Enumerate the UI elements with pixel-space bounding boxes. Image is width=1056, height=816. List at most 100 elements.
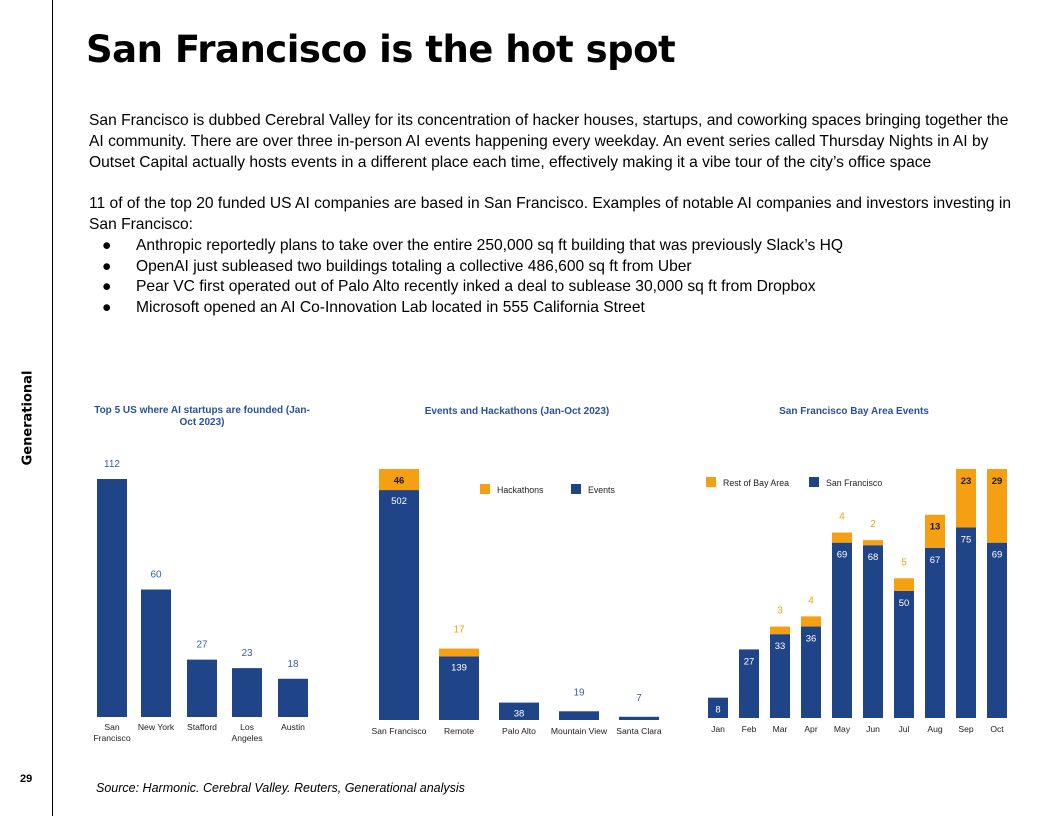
bar-sf bbox=[863, 545, 883, 718]
data-label: 33 bbox=[775, 641, 786, 652]
bar-bay-area bbox=[956, 469, 976, 528]
bar-sf bbox=[987, 542, 1007, 718]
data-label: 8 bbox=[715, 705, 720, 716]
tick-label: San bbox=[104, 722, 120, 732]
data-label: 4 bbox=[808, 595, 814, 606]
bar-bay-area bbox=[801, 616, 821, 627]
bullet-icon: ● bbox=[102, 236, 112, 254]
bar-events bbox=[379, 490, 419, 720]
list-item: ● Anthropic reportedly plans to take over… bbox=[89, 236, 1019, 257]
tick-label: Santa Clara bbox=[616, 726, 662, 736]
data-label: 29 bbox=[992, 476, 1003, 487]
bullet-icon: ● bbox=[102, 299, 112, 317]
data-label: 2 bbox=[870, 519, 876, 530]
data-label: 23 bbox=[241, 648, 253, 659]
chart-title: San Francisco Bay Area Events bbox=[779, 406, 929, 417]
data-label: 5 bbox=[901, 557, 907, 568]
legend-swatch bbox=[706, 477, 716, 487]
data-label: 112 bbox=[104, 459, 120, 470]
list-item-text: Microsoft opened an AI Co-Innovation Lab… bbox=[136, 299, 645, 317]
page-number: 29 bbox=[20, 773, 33, 785]
tick-label: Los bbox=[240, 722, 254, 732]
list-item-text: Anthropic reportedly plans to take over … bbox=[136, 236, 844, 254]
tick-label: Remote bbox=[444, 726, 474, 736]
legend-swatch bbox=[571, 484, 581, 494]
data-label: 36 bbox=[806, 634, 817, 645]
data-label: 13 bbox=[930, 522, 941, 533]
data-label: 69 bbox=[837, 550, 848, 561]
tick-label: Palo Alto bbox=[502, 726, 536, 736]
bar-sf bbox=[708, 697, 728, 718]
data-label: 50 bbox=[899, 598, 910, 609]
bar-events bbox=[439, 656, 479, 720]
bar-sf bbox=[925, 547, 945, 718]
data-label: 67 bbox=[930, 555, 941, 566]
data-label: 69 bbox=[992, 550, 1003, 561]
bar-bay-area bbox=[987, 469, 1007, 543]
sidebar-divider bbox=[52, 0, 53, 816]
tick-label: May bbox=[834, 724, 851, 734]
bar-bay-area bbox=[894, 578, 914, 591]
data-label: 19 bbox=[573, 687, 585, 698]
tick-label: San Francisco bbox=[372, 726, 427, 736]
body-text: San Francisco is dubbed Cerebral Valley … bbox=[89, 111, 1019, 319]
legend-swatch bbox=[809, 477, 819, 487]
data-label: 38 bbox=[514, 709, 525, 720]
legend-label: Rest of Bay Area bbox=[723, 478, 789, 488]
examples-list: ● Anthropic reportedly plans to take over… bbox=[89, 236, 1019, 319]
list-item: ● OpenAI just subleased two buildings tot… bbox=[89, 257, 1019, 278]
list-item-text: Pear VC first operated out of Palo Alto … bbox=[136, 278, 816, 296]
tick-label: Angeles bbox=[231, 733, 262, 743]
source-note: Source: Harmonic. Cerebral Valley. Reute… bbox=[96, 781, 465, 795]
data-label: 502 bbox=[391, 496, 407, 507]
data-label: 139 bbox=[451, 662, 467, 673]
data-label: 68 bbox=[868, 552, 879, 563]
data-label: 27 bbox=[744, 656, 755, 667]
bullet-icon: ● bbox=[102, 278, 112, 296]
tick-label: Austin bbox=[281, 722, 305, 732]
data-label: 60 bbox=[150, 570, 162, 581]
list-item: ● Pear VC first operated out of Palo Alto… bbox=[89, 277, 1019, 298]
data-label: 3 bbox=[777, 606, 783, 617]
tick-label: Feb bbox=[742, 724, 757, 734]
intro-paragraph: San Francisco is dubbed Cerebral Valley … bbox=[89, 112, 1009, 171]
page-title: San Francisco is the hot spot bbox=[86, 28, 676, 71]
legend-label: Hackathons bbox=[497, 485, 544, 495]
bar-bay-area bbox=[863, 540, 883, 546]
bar-bay-area bbox=[770, 626, 790, 635]
bar-bay-area bbox=[832, 532, 852, 543]
data-label: 18 bbox=[287, 659, 299, 670]
legend-label: Events bbox=[588, 485, 615, 495]
bar-events bbox=[559, 711, 599, 720]
bar bbox=[97, 479, 127, 717]
tick-label: Mar bbox=[773, 724, 788, 734]
data-label: 27 bbox=[196, 640, 208, 651]
bar-bay-area bbox=[925, 514, 945, 548]
bar bbox=[141, 589, 171, 717]
tick-label: Aug bbox=[927, 724, 943, 734]
bar bbox=[187, 659, 217, 717]
bar-sf bbox=[832, 542, 852, 718]
chart-title: Events and Hackathons (Jan-Oct 2023) bbox=[425, 406, 610, 417]
bar-sf bbox=[894, 590, 914, 718]
bar-events bbox=[499, 702, 539, 720]
companies-paragraph: 11 of of the top 20 funded US AI compani… bbox=[89, 195, 1012, 233]
data-label: 75 bbox=[961, 534, 972, 545]
data-label: 23 bbox=[961, 476, 972, 487]
chart-title: Top 5 US where AI startups are founded (… bbox=[94, 405, 310, 416]
tick-label: Apr bbox=[804, 724, 818, 734]
tick-label: Oct bbox=[990, 724, 1004, 734]
bar-hackathons bbox=[439, 648, 479, 657]
tick-label: Francisco bbox=[93, 733, 130, 743]
bullet-icon: ● bbox=[102, 257, 112, 275]
bar-events bbox=[619, 716, 659, 720]
tick-label: Jan bbox=[711, 724, 725, 734]
tick-label: Jun bbox=[866, 724, 880, 734]
bar bbox=[278, 678, 308, 717]
tick-label: New York bbox=[138, 722, 175, 732]
data-label: 4 bbox=[839, 512, 845, 523]
data-label: 46 bbox=[394, 476, 405, 487]
data-label: 7 bbox=[636, 693, 642, 704]
legend-label: San Francisco bbox=[826, 478, 882, 488]
